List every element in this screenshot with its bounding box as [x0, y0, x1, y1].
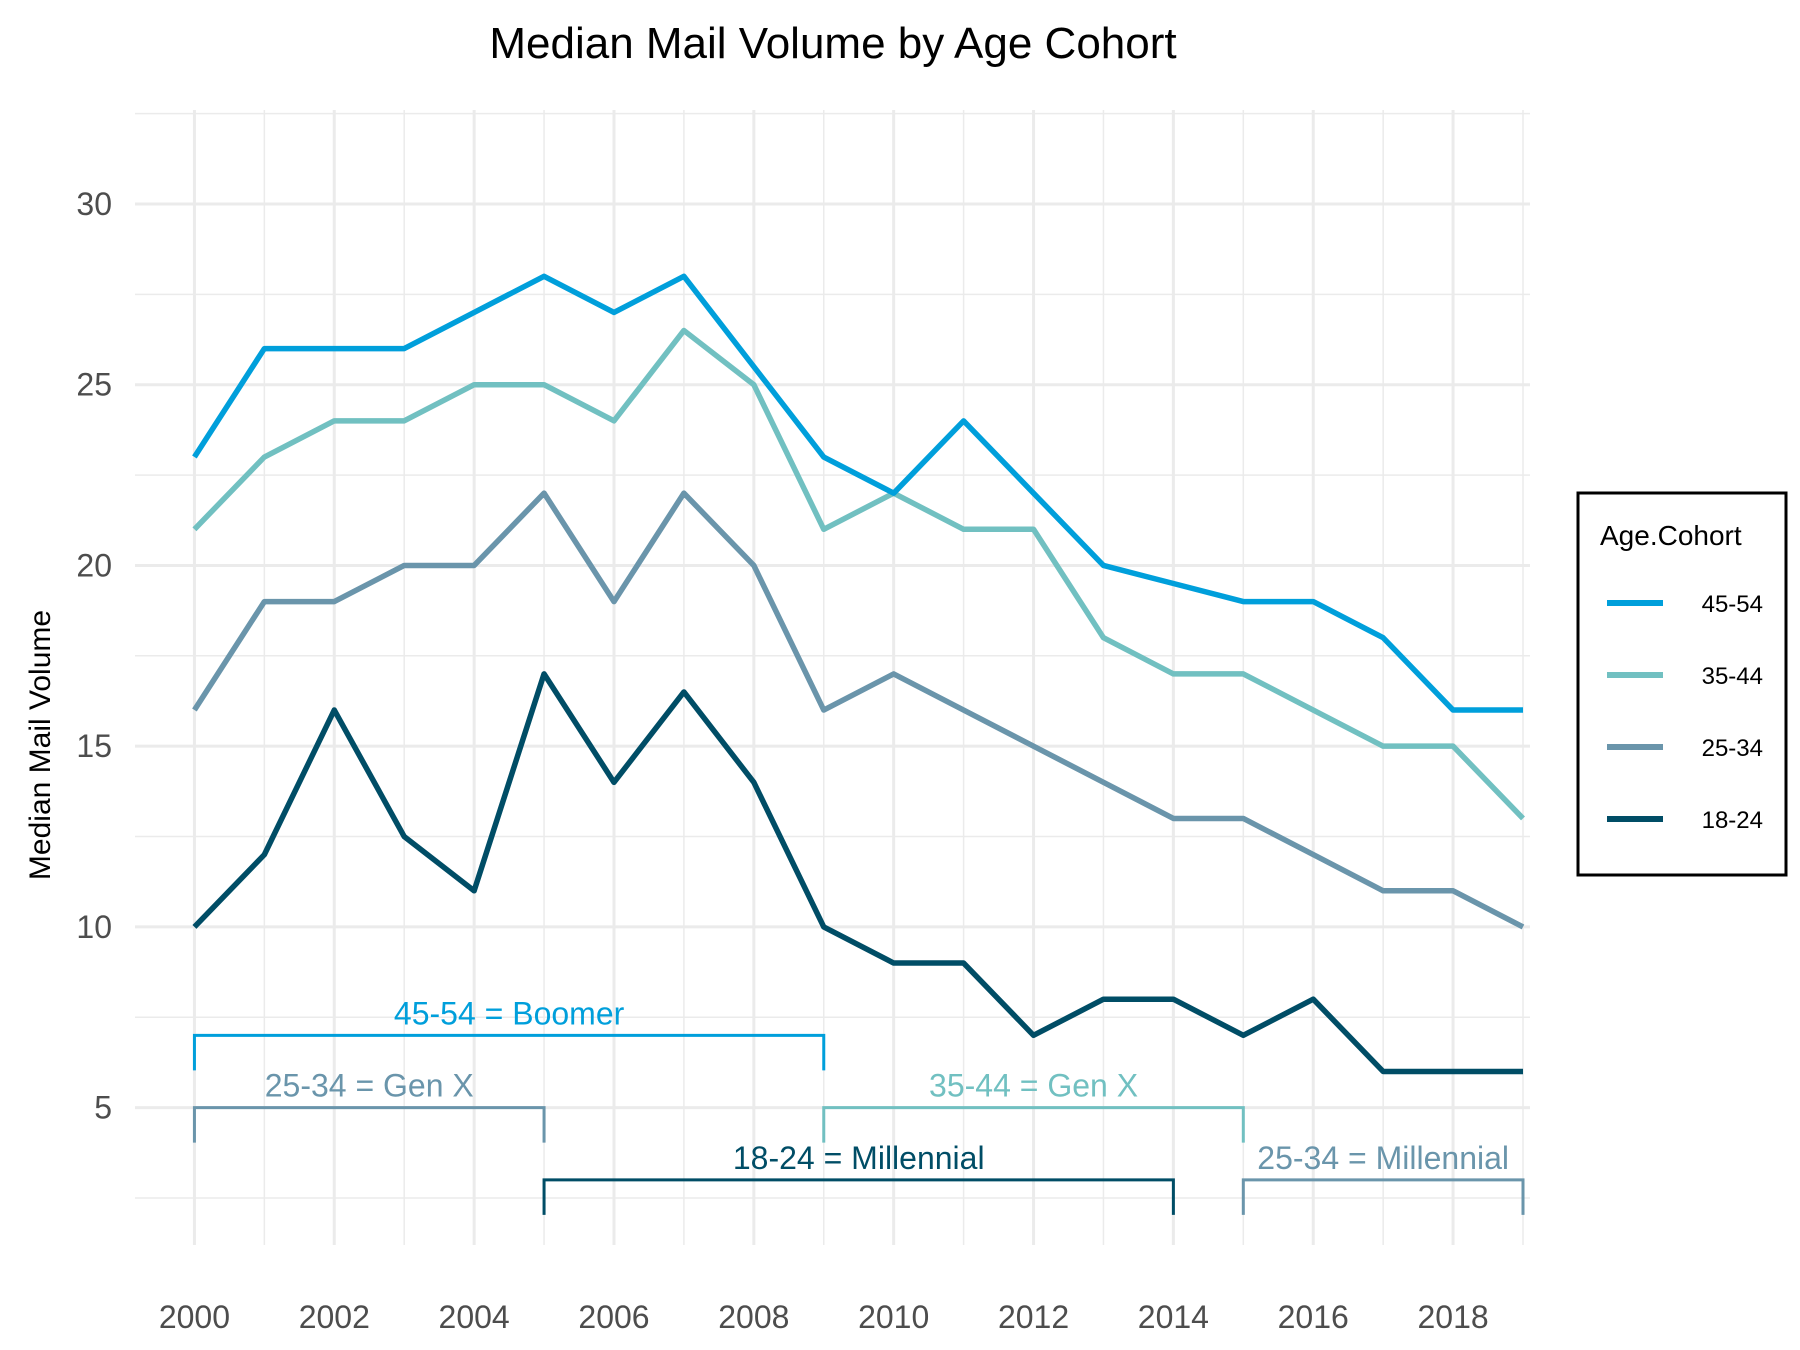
- series-line-18-24: [192, 671, 1524, 1075]
- annotation-label: 45-54 = Boomer: [394, 995, 625, 1031]
- series-line-35-44: [192, 327, 1525, 821]
- y-tick-label: 30: [76, 186, 112, 222]
- x-tick-label: 2018: [1417, 1299, 1488, 1335]
- x-tick-label: 2004: [439, 1299, 510, 1335]
- y-tick-label: 20: [76, 547, 112, 583]
- legend: Age.Cohort 45-54 35-44 25-34 18-24: [1576, 491, 1788, 877]
- legend-box: [1576, 491, 1788, 877]
- x-tick-label: 2000: [159, 1299, 230, 1335]
- y-tick-label: 10: [76, 909, 112, 945]
- x-tick-label: 2002: [299, 1299, 370, 1335]
- annotation-bracket: [1241, 1178, 1525, 1215]
- legend-label: 25-34: [1702, 735, 1763, 762]
- annotation-label: 25-34 = Millennial: [1257, 1140, 1509, 1176]
- x-tick-label: 2016: [1278, 1299, 1349, 1335]
- annotation-bracket: [542, 1178, 1175, 1215]
- x-tick-label: 2012: [998, 1299, 1069, 1335]
- y-tick-label: 25: [76, 367, 112, 403]
- x-tick-label: 2006: [578, 1299, 649, 1335]
- series-line-25-34: [192, 490, 1525, 930]
- series-lines: [192, 273, 1525, 1075]
- annotation-label: 35-44 = Gen X: [929, 1068, 1138, 1104]
- y-tick-label: 15: [76, 728, 112, 764]
- chart-title: Median Mail Volume by Age Cohort: [489, 19, 1176, 68]
- annotations: 45-54 = Boomer 25-34 = Gen X 35-44 = Gen X…: [192, 995, 1525, 1215]
- x-axis-ticks: 2000 2002 2004 2006 2008 2010 2012 2014 2016 2018: [159, 1299, 1489, 1335]
- x-tick-label: 2010: [858, 1299, 929, 1335]
- annotation-label: 25-34 = Gen X: [265, 1068, 474, 1104]
- y-axis-ticks: 5 10 15 20 25 30: [76, 186, 112, 1126]
- legend-label: 45-54: [1702, 591, 1763, 618]
- annotation-label: 18-24 = Millennial: [733, 1140, 985, 1176]
- annotation-bracket: [192, 1033, 826, 1071]
- x-tick-label: 2008: [718, 1299, 789, 1335]
- annotation-bracket: [822, 1106, 1245, 1143]
- legend-title: Age.Cohort: [1600, 520, 1742, 551]
- legend-label: 35-44: [1702, 663, 1763, 690]
- annotation-bracket: [192, 1106, 546, 1143]
- x-tick-label: 2014: [1138, 1299, 1209, 1335]
- y-tick-label: 5: [94, 1090, 112, 1126]
- y-axis-label: Median Mail Volume: [24, 610, 57, 880]
- series-line-45-54: [192, 273, 1524, 713]
- legend-label: 18-24: [1702, 807, 1763, 834]
- legend-items: 45-54 35-44 25-34 18-24: [1607, 591, 1763, 834]
